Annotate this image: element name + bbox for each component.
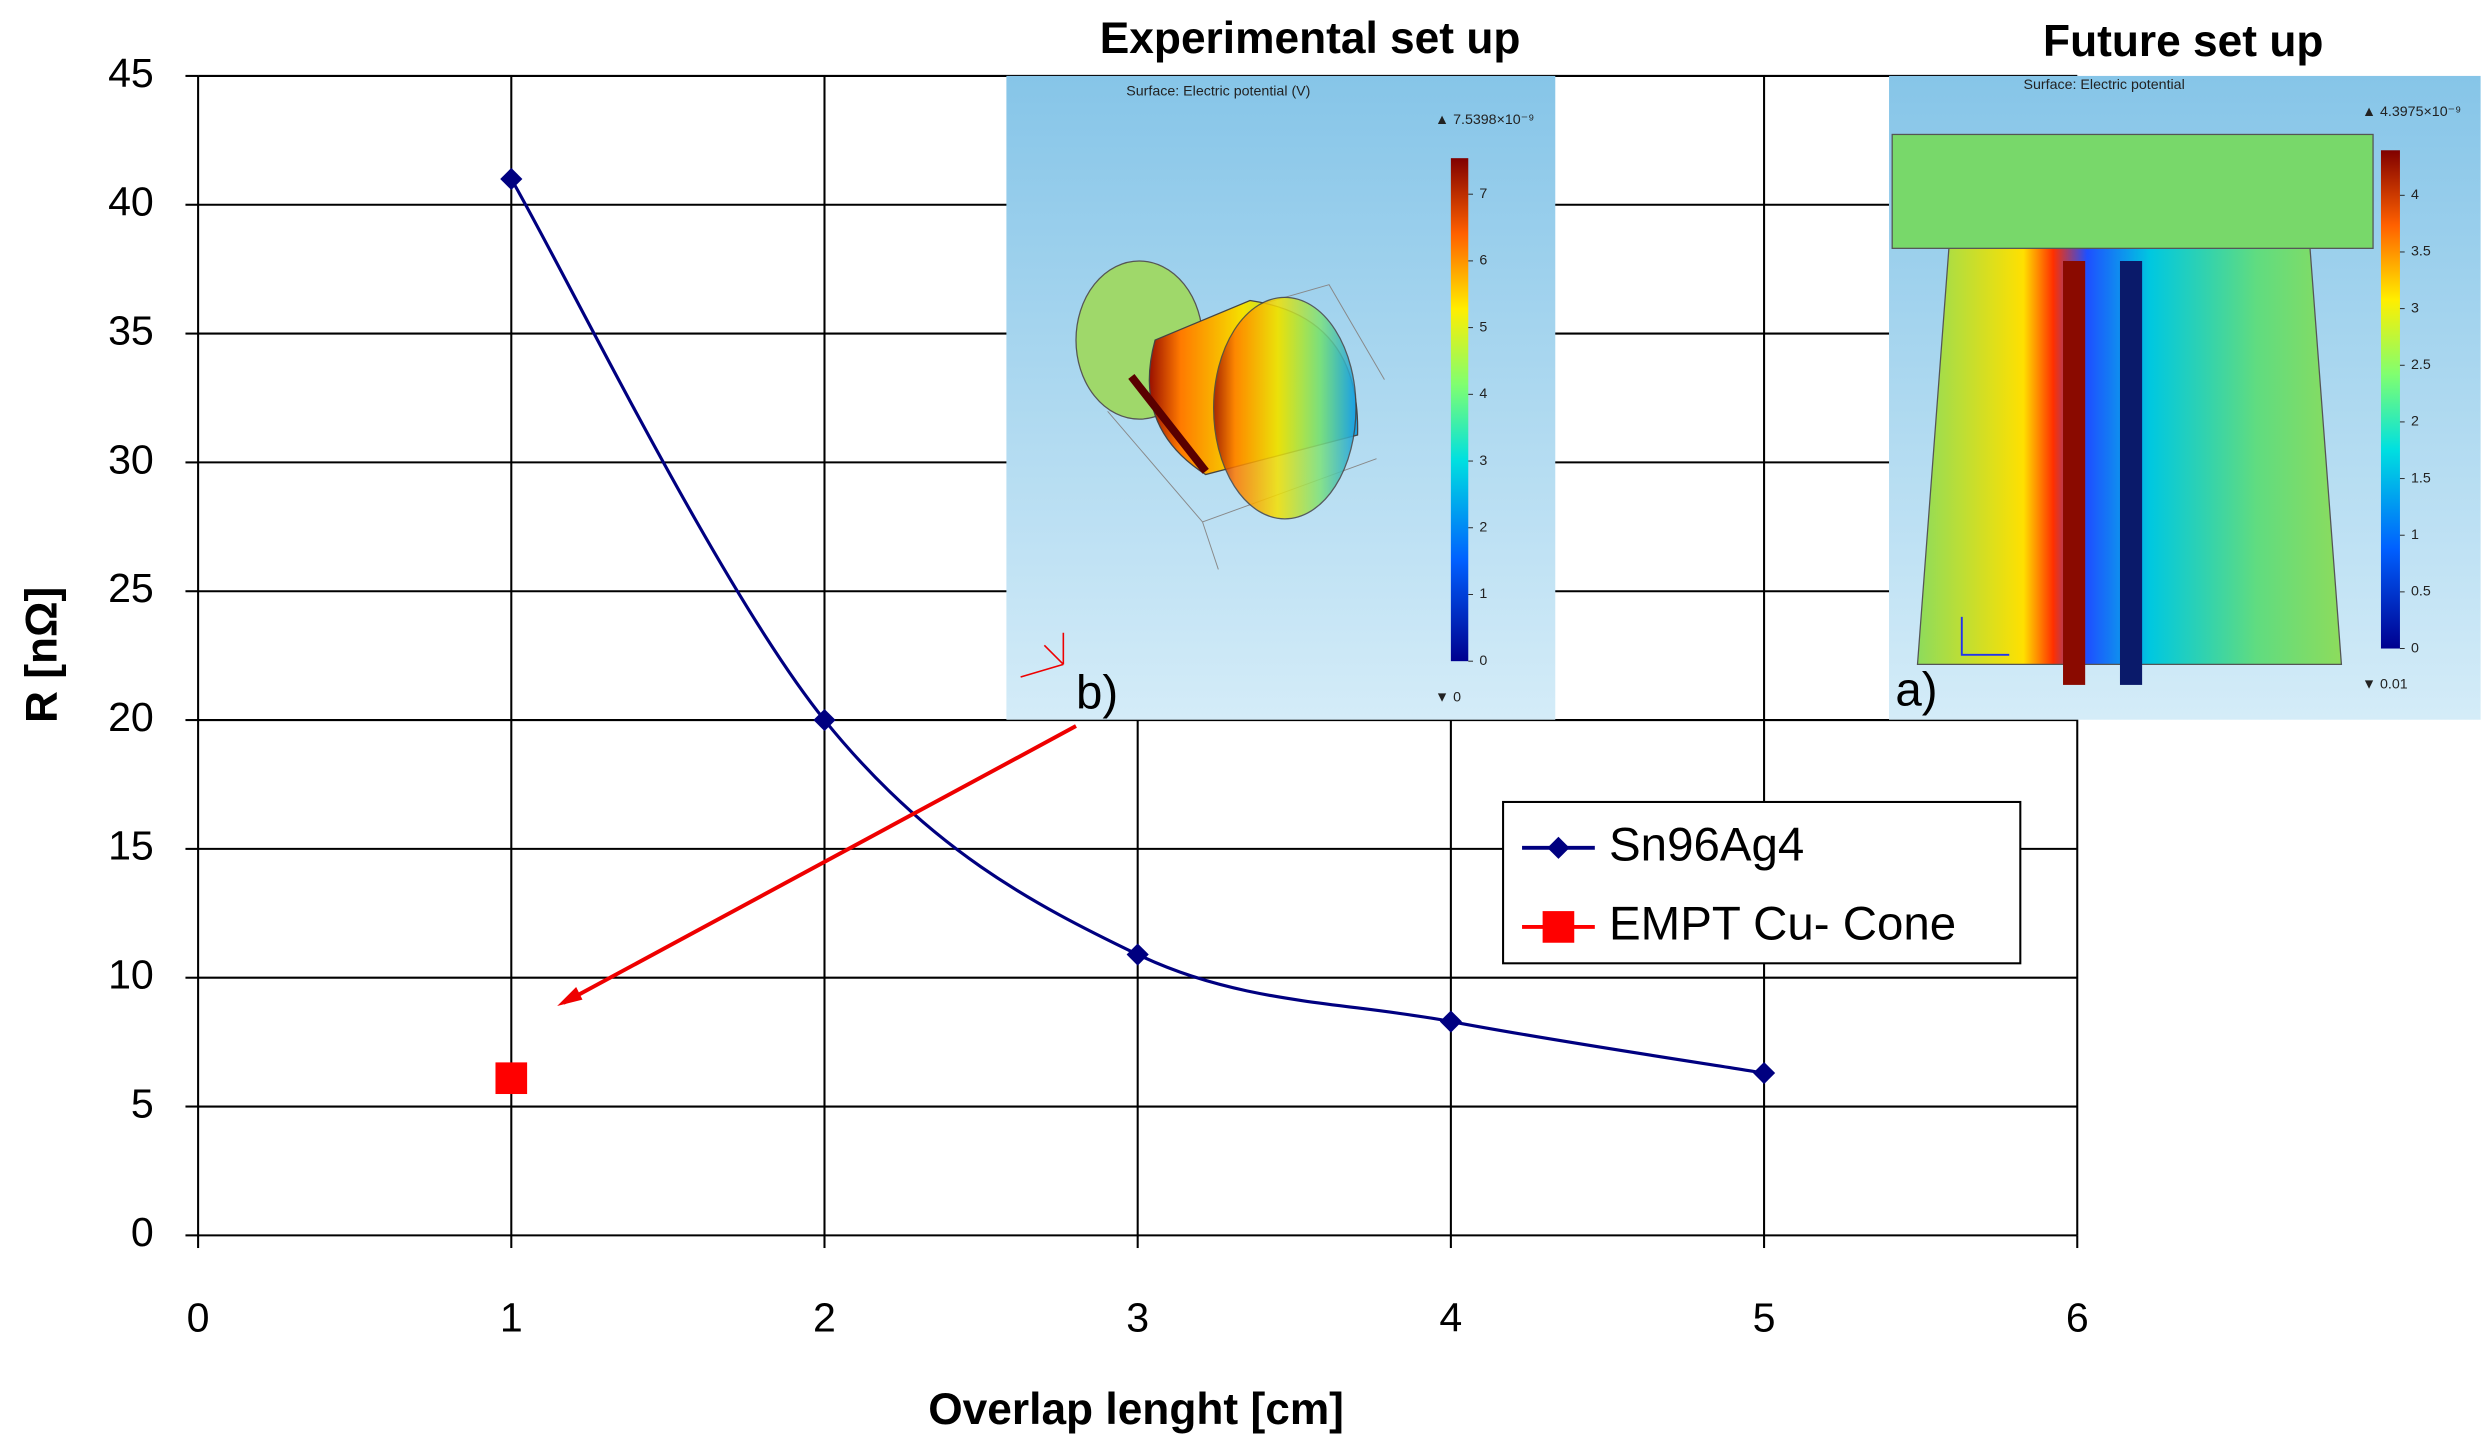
marker xyxy=(1127,943,1149,965)
y-tick-label: 40 xyxy=(108,179,154,225)
y-tick-label: 5 xyxy=(131,1080,154,1126)
colorbar-tick-label: 4 xyxy=(1479,386,1487,402)
inset-title: Surface: Electric potential (V) xyxy=(1126,84,1310,100)
marker xyxy=(495,1062,527,1094)
x-tick-label: 1 xyxy=(500,1295,523,1341)
colorbar-min: ▼ 0 xyxy=(1435,689,1461,705)
y-tick-label: 0 xyxy=(131,1209,154,1255)
colorbar-tick-label: 0 xyxy=(2411,640,2419,656)
y-tick-label: 20 xyxy=(108,694,154,740)
annotation: a) xyxy=(1895,663,1937,716)
colorbar-tick-label: 7 xyxy=(1479,186,1487,202)
x-tick-label: 3 xyxy=(1126,1295,1149,1341)
colorbar-min: ▼ 0.01 xyxy=(2362,677,2408,693)
annotation: Experimental set up xyxy=(1100,14,1521,63)
colorbar-tick-label: 1 xyxy=(2411,527,2419,543)
annotation: Future set up xyxy=(2043,17,2323,66)
colorbar-tick-label: 3.5 xyxy=(2411,244,2431,260)
colorbar-max: ▲ 7.5398×10⁻⁹ xyxy=(1435,112,1534,128)
x-tick-label: 6 xyxy=(2066,1295,2089,1341)
colorbar-tick-label: 1.5 xyxy=(2411,470,2431,486)
colorbar xyxy=(2381,150,2400,648)
colorbar-tick-label: 0.5 xyxy=(2411,584,2431,600)
y-tick-label: 30 xyxy=(108,436,154,482)
inset-title: Surface: Electric potential xyxy=(2024,77,2185,93)
arrow-head xyxy=(557,987,582,1006)
colorbar-tick-label: 5 xyxy=(1479,319,1487,335)
rod xyxy=(2120,261,2142,685)
y-tick-label: 15 xyxy=(108,823,154,869)
colorbar-tick-label: 3 xyxy=(1479,453,1487,469)
y-axis-label: R [nΩ] xyxy=(17,587,66,723)
x-axis-label: Overlap lenght [cm] xyxy=(928,1385,1344,1434)
legend: Sn96Ag4 EMPT Cu- Cone xyxy=(1503,802,2020,963)
marker xyxy=(500,168,522,190)
legend-marker xyxy=(1543,911,1575,943)
x-tick-label: 0 xyxy=(187,1295,210,1341)
inset-experimental xyxy=(1006,76,1555,720)
x-tick-label: 4 xyxy=(1439,1295,1462,1341)
colorbar-tick-label: 2.5 xyxy=(2411,357,2431,373)
x-tick-label: 5 xyxy=(1753,1295,1776,1341)
arrow xyxy=(563,726,1075,1003)
colorbar-tick-label: 1 xyxy=(1479,586,1487,602)
cylinder-face xyxy=(1214,297,1356,518)
marker xyxy=(1440,1010,1462,1032)
inset-future xyxy=(1889,76,2481,720)
y-tick-label: 25 xyxy=(108,565,154,611)
colorbar-tick-label: 2 xyxy=(1479,520,1487,536)
chart: 0510152025303540450123456Overlap lenght … xyxy=(0,0,2481,1441)
colorbar-max: ▲ 4.3975×10⁻⁹ xyxy=(2362,104,2461,120)
disc xyxy=(1892,134,2373,248)
colorbar xyxy=(1451,158,1468,661)
x-tick-label: 2 xyxy=(813,1295,836,1341)
colorbar-tick-label: 4 xyxy=(2411,187,2419,203)
marker xyxy=(1753,1062,1775,1084)
y-tick-label: 10 xyxy=(108,952,154,998)
legend-label: EMPT Cu- Cone xyxy=(1609,897,1956,950)
y-tick-label: 35 xyxy=(108,307,154,353)
legend-label: Sn96Ag4 xyxy=(1609,818,1804,871)
colorbar-tick-label: 0 xyxy=(1479,653,1487,669)
rod xyxy=(2063,261,2085,685)
y-tick-label: 45 xyxy=(108,50,154,96)
colorbar-tick-label: 6 xyxy=(1479,253,1487,269)
annotation: b) xyxy=(1076,667,1118,720)
colorbar-tick-label: 3 xyxy=(2411,300,2419,316)
colorbar-tick-label: 2 xyxy=(2411,414,2419,430)
